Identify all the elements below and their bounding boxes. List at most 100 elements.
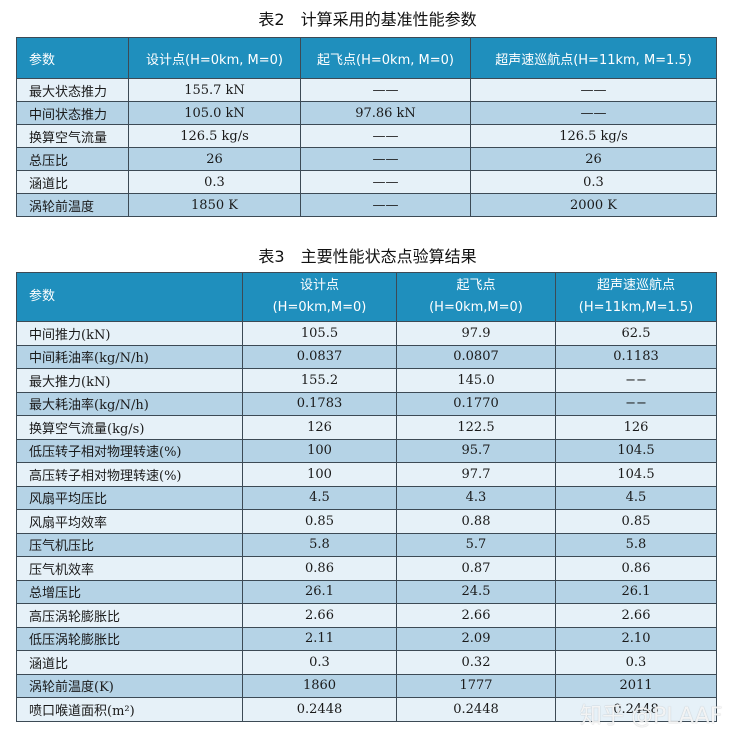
- header-line1: 设计点: [299, 278, 339, 293]
- value-cell: 26.1: [242, 579, 397, 604]
- header-cell: 设计点(H=0km, M=0): [128, 37, 301, 79]
- value-cell: 95.7: [396, 438, 556, 463]
- value-cell: 0.1783: [242, 391, 397, 416]
- value-cell: 0.86: [242, 556, 397, 581]
- table-row: 压气机压比 5.8 5.7 5.8: [16, 532, 717, 557]
- value-cell: 104.5: [555, 438, 717, 463]
- table-row: 总增压比 26.1 24.5 26.1: [16, 579, 717, 604]
- table-row: 最大状态推力 155.7 kN —— ——: [16, 78, 717, 102]
- value-cell: 126.5 kg/s: [128, 124, 301, 148]
- value-cell: ——: [300, 124, 471, 148]
- value-cell: 100: [242, 462, 397, 487]
- value-cell: 0.88: [396, 509, 556, 534]
- header-cell: 参数: [16, 37, 129, 79]
- value-cell: 0.32: [396, 650, 556, 675]
- table-row: 中间推力(kN) 105.5 97.9 62.5: [16, 321, 717, 346]
- table2-caption: 表2 计算采用的基准性能参数: [258, 10, 477, 29]
- table-row: 中间状态推力 105.0 kN 97.86 kN ——: [16, 101, 717, 125]
- param-cell: 换算空气流量(kg/s): [16, 415, 243, 440]
- param-cell: 换算空气流量: [16, 124, 129, 148]
- table-row: 涵道比 0.3 0.32 0.3: [16, 650, 717, 675]
- table3-header-row: 参数 设计点 (H=0km,M=0) 起飞点 (H=0km,M=0) 超声速巡航点 (…: [16, 272, 717, 322]
- value-cell: 26.1: [555, 579, 717, 604]
- table2-baseline-parameters: 参数 设计点(H=0km, M=0) 起飞点(H=0km, M=0) 超声速巡航…: [16, 37, 717, 217]
- value-cell: 2.09: [396, 626, 556, 651]
- param-cell: 中间推力(kN): [16, 321, 243, 346]
- value-cell: 126: [242, 415, 397, 440]
- table-row: 低压涡轮膨胀比 2.11 2.09 2.10: [16, 626, 717, 651]
- header-cell: 设计点 (H=0km,M=0): [242, 272, 397, 322]
- param-cell: 压气机效率: [16, 556, 243, 581]
- table-row: 换算空气流量 126.5 kg/s —— 126.5 kg/s: [16, 124, 717, 148]
- value-cell: −−: [555, 368, 717, 393]
- header-cell: 参数: [16, 272, 243, 322]
- header-cell: 起飞点(H=0km, M=0): [300, 37, 471, 79]
- table-row: 低压转子相对物理转速(%) 100 95.7 104.5: [16, 438, 717, 463]
- table-row: 风扇平均效率 0.85 0.88 0.85: [16, 509, 717, 534]
- param-cell: 中间状态推力: [16, 101, 129, 125]
- table-row: 压气机效率 0.86 0.87 0.86: [16, 556, 717, 581]
- table-row: 最大耗油率(kg/N/h) 0.1783 0.1770 −−: [16, 391, 717, 416]
- value-cell: 105.0 kN: [128, 101, 301, 125]
- value-cell: 1850 K: [128, 193, 301, 217]
- param-cell: 低压涡轮膨胀比: [16, 626, 243, 651]
- watermark: 知乎 @PLAAF: [580, 704, 723, 729]
- value-cell: 0.0837: [242, 344, 397, 369]
- value-cell: 105.5: [242, 321, 397, 346]
- value-cell: 2.66: [555, 603, 717, 628]
- table3-caption: 表3 主要性能状态点验算结果: [258, 247, 477, 266]
- table-row: 中间耗油率(kg/N/h) 0.0837 0.0807 0.1183: [16, 344, 717, 369]
- value-cell: 4.3: [396, 485, 556, 510]
- param-cell: 最大耗油率(kg/N/h): [16, 391, 243, 416]
- value-cell: 5.8: [242, 532, 397, 557]
- value-cell: 1860: [242, 673, 397, 698]
- table2-header-row: 参数 设计点(H=0km, M=0) 起飞点(H=0km, M=0) 超声速巡航…: [16, 37, 717, 79]
- value-cell: 0.85: [242, 509, 397, 534]
- value-cell: ——: [470, 78, 717, 102]
- table-row: 最大推力(kN) 155.2 145.0 −−: [16, 368, 717, 393]
- param-cell: 最大推力(kN): [16, 368, 243, 393]
- value-cell: 97.7: [396, 462, 556, 487]
- value-cell: 155.7 kN: [128, 78, 301, 102]
- value-cell: 26: [128, 147, 301, 171]
- value-cell: ——: [300, 170, 471, 194]
- value-cell: 2.10: [555, 626, 717, 651]
- value-cell: 0.1183: [555, 344, 717, 369]
- table-row: 高压涡轮膨胀比 2.66 2.66 2.66: [16, 603, 717, 628]
- param-cell: 压气机压比: [16, 532, 243, 557]
- value-cell: ——: [300, 147, 471, 171]
- param-cell: 涡轮前温度: [16, 193, 129, 217]
- param-cell: 喷口喉道面积(m²): [16, 697, 243, 722]
- value-cell: 97.86 kN: [300, 101, 471, 125]
- param-cell: 总压比: [16, 147, 129, 171]
- param-cell: 总增压比: [16, 579, 243, 604]
- table-row: 涡轮前温度(K) 1860 1777 2011: [16, 673, 717, 698]
- value-cell: ——: [300, 193, 471, 217]
- param-cell: 风扇平均效率: [16, 509, 243, 534]
- value-cell: 0.2448: [242, 697, 397, 722]
- value-cell: 104.5: [555, 462, 717, 487]
- value-cell: 0.1770: [396, 391, 556, 416]
- value-cell: 2.11: [242, 626, 397, 651]
- value-cell: 2.66: [396, 603, 556, 628]
- value-cell: 155.2: [242, 368, 397, 393]
- value-cell: 0.3: [128, 170, 301, 194]
- param-cell: 最大状态推力: [16, 78, 129, 102]
- value-cell: 0.3: [555, 650, 717, 675]
- value-cell: 145.0: [396, 368, 556, 393]
- value-cell: 0.87: [396, 556, 556, 581]
- value-cell: 1777: [396, 673, 556, 698]
- value-cell: 5.7: [396, 532, 556, 557]
- value-cell: 0.0807: [396, 344, 556, 369]
- header-cell: 起飞点 (H=0km,M=0): [396, 272, 556, 322]
- param-cell: 涵道比: [16, 650, 243, 675]
- value-cell: 2000 K: [470, 193, 717, 217]
- header-line1: 超声速巡航点: [596, 278, 675, 293]
- param-cell: 涡轮前温度(K): [16, 673, 243, 698]
- table-row: 总压比 26 —— 26: [16, 147, 717, 171]
- param-cell: 风扇平均压比: [16, 485, 243, 510]
- value-cell: 0.86: [555, 556, 717, 581]
- value-cell: 2011: [555, 673, 717, 698]
- table3-performance-results: 参数 设计点 (H=0km,M=0) 起飞点 (H=0km,M=0) 超声速巡航点 (…: [16, 272, 717, 722]
- value-cell: ——: [300, 78, 471, 102]
